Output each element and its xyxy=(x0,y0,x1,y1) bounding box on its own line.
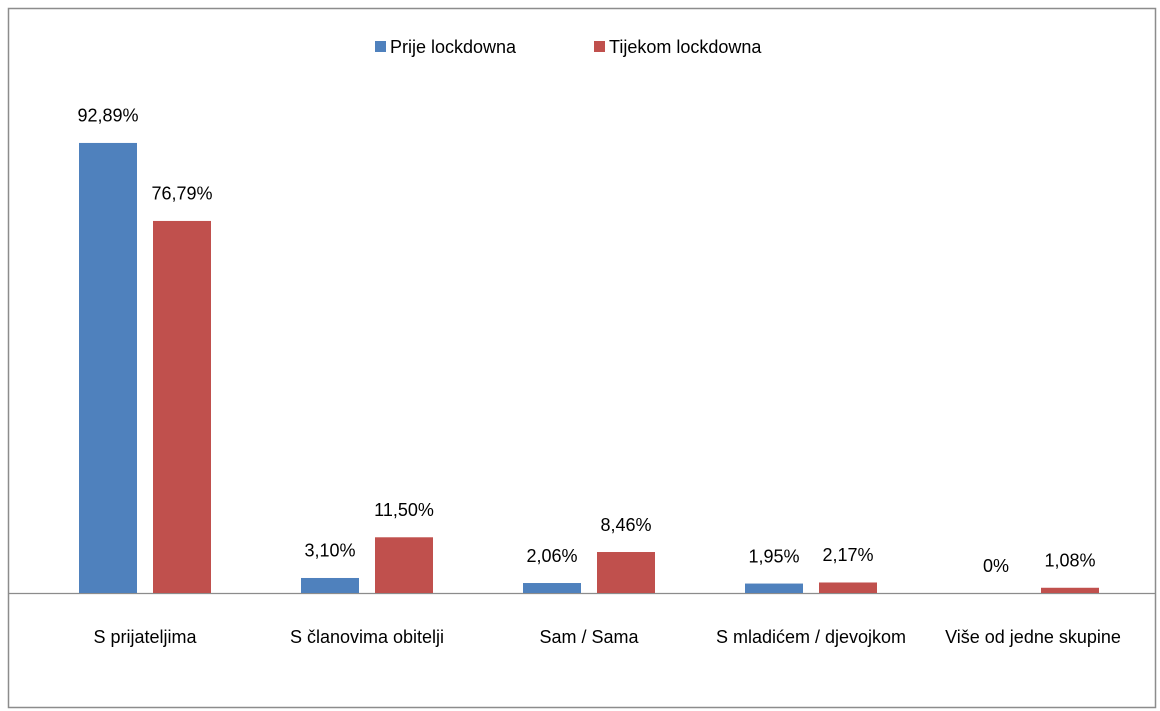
bar xyxy=(301,577,359,593)
value-label: 76,79% xyxy=(151,184,212,204)
value-label: 2,06% xyxy=(526,546,577,566)
value-label: 1,08% xyxy=(1044,551,1095,571)
value-label: 3,10% xyxy=(304,541,355,561)
x-tick-label: S prijateljima xyxy=(93,627,197,647)
bar xyxy=(1041,587,1099,593)
value-label: 1,95% xyxy=(748,546,799,566)
x-tick-label: Sam / Sama xyxy=(539,627,639,647)
value-label: 8,46% xyxy=(600,515,651,535)
bar xyxy=(523,583,581,593)
bar xyxy=(745,583,803,593)
value-label: 11,50% xyxy=(374,500,434,520)
legend-swatch xyxy=(375,41,386,52)
legend-label: Tijekom lockdowna xyxy=(609,37,762,57)
bar xyxy=(597,552,655,593)
x-tick-label: S članovima obitelji xyxy=(290,627,444,647)
x-tick-label: Više od jedne skupine xyxy=(945,627,1121,647)
legend-swatch xyxy=(594,41,605,52)
bar xyxy=(375,537,433,593)
value-label: 0% xyxy=(983,556,1009,576)
x-tick-label: S mladićem / djevojkom xyxy=(716,627,906,647)
value-label: 92,89% xyxy=(77,106,138,126)
bar xyxy=(79,142,137,594)
bar xyxy=(153,220,211,593)
bar xyxy=(819,582,877,593)
legend-label: Prije lockdowna xyxy=(390,37,517,57)
value-label: 2,17% xyxy=(822,545,873,565)
